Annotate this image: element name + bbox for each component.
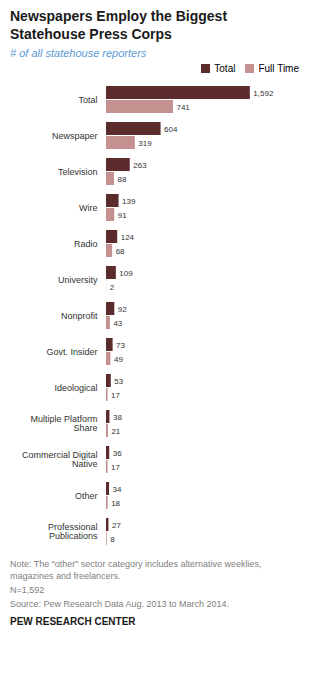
svg-text:Newspaper: Newspaper	[52, 131, 98, 141]
html-text:N=1,592: N=1,592	[10, 585, 45, 596]
svg-text:Multiple PlatformShare: Multiple PlatformShare	[30, 414, 97, 433]
svg-text:27: 27	[112, 521, 121, 530]
svg-text:17: 17	[111, 463, 120, 472]
svg-text:88: 88	[117, 175, 126, 184]
svg-text:2: 2	[110, 283, 115, 292]
svg-text:21: 21	[111, 427, 120, 436]
svg-text:Wire: Wire	[79, 203, 98, 213]
svg-text:139: 139	[122, 197, 136, 206]
html-text:PEW RESEARCH CENTER: PEW RESEARCH CENTER	[10, 615, 136, 627]
svg-text:Nonprofit: Nonprofit	[61, 311, 98, 321]
svg-text:8: 8	[110, 535, 115, 544]
svg-text:34: 34	[113, 485, 122, 494]
html-text:Note: The “other” sector categ: Note: The “other” sector category includ…	[10, 559, 262, 582]
svg-text:109: 109	[119, 269, 133, 278]
svg-text:University: University	[58, 275, 98, 285]
svg-text:36: 36	[113, 449, 122, 458]
svg-text:741: 741	[176, 103, 190, 112]
svg-text:53: 53	[114, 377, 123, 386]
svg-text:Radio: Radio	[74, 239, 98, 249]
svg-text:Television: Television	[58, 167, 98, 177]
svg-text:38: 38	[113, 413, 122, 422]
svg-text:18: 18	[111, 499, 120, 508]
html-text:Total: Total	[214, 63, 236, 74]
svg-text:263: 263	[133, 161, 147, 170]
svg-text:Ideological: Ideological	[54, 383, 97, 393]
svg-text:604: 604	[164, 125, 178, 134]
svg-text:Govt. Insider: Govt. Insider	[46, 347, 97, 357]
html-text:Full Time: Full Time	[258, 63, 299, 74]
svg-text:17: 17	[111, 391, 120, 400]
html-text:Source: Pew Research Data Aug.: Source: Pew Research Data Aug. 2013 to M…	[10, 599, 230, 610]
svg-text:49: 49	[114, 355, 123, 364]
svg-text:73: 73	[116, 341, 125, 350]
svg-text:1,592: 1,592	[253, 89, 274, 98]
svg-text:Other: Other	[75, 491, 98, 501]
html-text:Newspapers Employ the Biggest: Newspapers Employ the Biggest Statehouse…	[10, 8, 228, 42]
html-text:# of all statehouse reporters: # of all statehouse reporters	[10, 47, 147, 59]
svg-text:68: 68	[116, 247, 125, 256]
svg-text:43: 43	[113, 319, 122, 328]
svg-text:91: 91	[118, 211, 127, 220]
svg-text:Total: Total	[78, 95, 97, 105]
svg-text:124: 124	[121, 233, 135, 242]
svg-text:Commercial DigitalNative: Commercial DigitalNative	[22, 450, 98, 469]
svg-text:319: 319	[138, 139, 152, 148]
svg-text:ProfessionalPublications: ProfessionalPublications	[48, 522, 98, 541]
svg-text:92: 92	[118, 305, 127, 314]
